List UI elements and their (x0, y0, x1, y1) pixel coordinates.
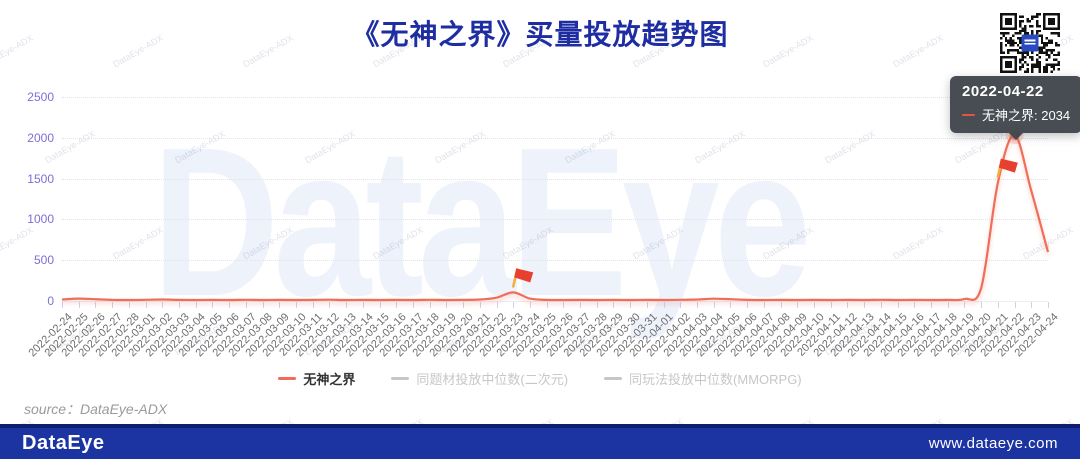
footer-bar: DataEye www.dataeye.com (0, 428, 1080, 459)
x-axis-tick (596, 302, 598, 308)
x-axis-tick (62, 302, 63, 308)
x-axis-tick (1014, 302, 1016, 308)
x-axis-tick (162, 302, 164, 308)
x-axis-tick (95, 302, 97, 308)
y-gridline (62, 219, 1048, 221)
y-gridline (62, 260, 1048, 262)
x-axis-tick (730, 302, 732, 308)
y-axis-label: 2500 (27, 90, 54, 104)
x-axis-tick (1048, 302, 1049, 308)
y-axis-label: 1000 (27, 212, 54, 227)
x-axis-tick (346, 302, 348, 308)
x-axis-tick (496, 302, 498, 308)
x-axis-tick (830, 302, 832, 308)
qr-code (1000, 13, 1060, 73)
source-caption: source：DataEye-ADX (24, 401, 168, 417)
y-axis-label: 500 (33, 253, 54, 268)
x-axis-tick (295, 302, 297, 308)
x-axis-tick (546, 302, 548, 308)
tooltip-series-value: 无神之界: 2034 (982, 108, 1071, 123)
footer-divider (0, 424, 1080, 428)
page-title: 《无神之界》买量投放趋势图 (351, 19, 729, 50)
x-axis-tick (763, 302, 765, 308)
x-axis-tick (914, 302, 916, 308)
legend-item-label: 无神之界 (303, 372, 356, 387)
x-axis-tick (797, 302, 799, 308)
y-gridline (62, 137, 1048, 139)
x-axis-tick (195, 302, 197, 308)
legend-item-0[interactable]: 无神之界 (278, 369, 355, 388)
x-axis-tick (847, 302, 849, 308)
tooltip-series-dash-icon (962, 113, 975, 116)
x-axis-tick (713, 302, 715, 308)
x-axis-tick (613, 302, 615, 308)
x-axis-tick (947, 302, 949, 308)
footer-website-link[interactable]: www.dataeye.com (928, 435, 1058, 452)
x-axis-tick (412, 302, 414, 308)
x-axis-tick (78, 302, 80, 308)
x-axis-tick (379, 302, 381, 308)
x-axis-tick (780, 302, 782, 308)
x-axis-tick (262, 302, 264, 308)
x-axis-tick (128, 302, 130, 308)
x-axis-tick (646, 302, 648, 308)
x-axis-tick (1031, 302, 1033, 308)
x-axis-tick (396, 302, 398, 308)
x-axis-tick (212, 302, 214, 308)
x-axis-tick (630, 302, 632, 308)
y-gridline (62, 97, 1048, 98)
x-axis-tick (112, 302, 114, 308)
x-axis-tick (931, 302, 933, 308)
x-axis-tick (279, 302, 281, 308)
x-axis-tick (981, 302, 983, 308)
x-axis-tick (747, 302, 749, 308)
legend-item-label: 同题材投放中位数(二次元) (416, 372, 569, 387)
x-axis-tick (145, 302, 147, 308)
x-axis-tick (864, 302, 866, 308)
x-axis-tick (697, 302, 699, 308)
x-axis-tick (446, 302, 448, 308)
y-gridline (62, 178, 1048, 180)
y-axis-label: 1500 (27, 171, 54, 186)
x-axis-tick (178, 302, 180, 308)
legend-item-2[interactable]: 同玩法投放中位数(MMORPG) (604, 369, 802, 388)
legend-marker (278, 377, 297, 380)
x-axis-tick (429, 302, 431, 308)
x-axis-tick (229, 302, 231, 308)
dataeye-logo: DataEye (22, 432, 105, 454)
x-axis-tick (312, 302, 314, 308)
x-axis-tick (663, 302, 665, 308)
x-axis-tick (362, 302, 364, 308)
x-axis-tick (897, 302, 899, 308)
y-axis-label: 2000 (27, 130, 54, 145)
x-axis-tick (997, 302, 999, 308)
x-axis-tick (463, 302, 465, 308)
x-axis-tick (563, 302, 565, 308)
tooltip-date: 2022-04-22 (962, 83, 1044, 100)
x-axis-tick (680, 302, 682, 308)
x-axis-tick (529, 302, 531, 308)
x-axis-tick (814, 302, 816, 308)
x-axis-tick (880, 302, 882, 308)
legend-marker (604, 377, 623, 380)
x-axis-tick (329, 302, 331, 308)
x-axis-tick (580, 302, 582, 308)
x-axis-tick (245, 302, 247, 308)
legend-marker (391, 377, 410, 380)
legend-item-1[interactable]: 同题材投放中位数(二次元) (391, 369, 568, 388)
tooltip: 2022-04-22 无神之界: 2034 (950, 76, 1080, 140)
legend-item-label: 同玩法投放中位数(MMORPG) (629, 372, 802, 387)
x-axis-line (62, 301, 1048, 302)
x-axis-tick (513, 302, 515, 308)
legend: 无神之界 同题材投放中位数(二次元) 同玩法投放中位数(MMORPG) (0, 369, 1080, 388)
y-axis-label: 0 (47, 294, 54, 308)
x-axis-tick (964, 302, 966, 308)
x-axis-tick (479, 302, 481, 308)
